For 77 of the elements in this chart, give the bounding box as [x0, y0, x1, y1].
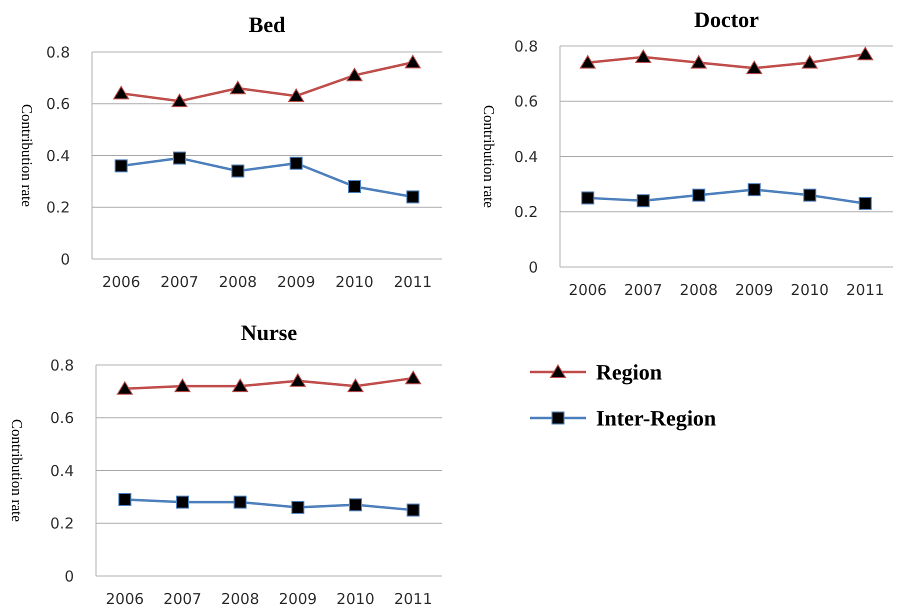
y-axis-title: Contribution rate — [18, 104, 34, 208]
point — [406, 190, 420, 204]
point — [172, 94, 188, 108]
y-tick-label: 0.2 — [50, 514, 74, 532]
y-tick-label: 0.8 — [46, 43, 70, 62]
chart-title: Bed — [248, 12, 286, 37]
legend-label: Inter-Region — [596, 406, 716, 431]
point — [230, 80, 246, 94]
x-tick-label: 2006 — [102, 273, 140, 291]
x-tick-label: 2011 — [394, 590, 432, 608]
x-tick-label: 2008 — [221, 590, 260, 608]
x-tick-label: 2006 — [106, 590, 144, 608]
x-tick-label: 2011 — [846, 281, 884, 299]
y-tick-label: 0.4 — [514, 148, 538, 166]
x-tick-label: 2007 — [160, 273, 199, 291]
legend-label: Region — [596, 360, 662, 385]
point — [290, 156, 303, 170]
point — [858, 196, 872, 210]
point — [636, 194, 650, 208]
point — [748, 183, 761, 196]
x-tick-label: 2006 — [568, 281, 607, 299]
chart-title: Doctor — [694, 7, 760, 32]
point — [857, 46, 874, 60]
y-tick-label: 0.6 — [46, 95, 70, 113]
point — [803, 188, 816, 202]
point — [690, 55, 707, 69]
x-tick-label: 2009 — [278, 590, 317, 608]
point — [635, 50, 652, 64]
x-tick-label: 2007 — [624, 281, 662, 299]
y-tick-label: 0 — [64, 567, 74, 586]
point — [348, 180, 361, 194]
point — [802, 55, 818, 69]
y-tick-label: 0.2 — [46, 198, 70, 216]
point — [746, 60, 762, 74]
point — [346, 68, 362, 82]
point — [290, 373, 306, 387]
point — [113, 86, 130, 100]
y-axis-title: Contribution rate — [480, 105, 496, 208]
y-tick-label: 0 — [60, 250, 70, 268]
point — [232, 378, 248, 392]
point — [349, 498, 362, 512]
x-tick-label: 2009 — [277, 273, 316, 291]
point — [692, 188, 706, 202]
x-tick-label: 2010 — [335, 273, 374, 291]
point — [116, 381, 133, 395]
x-tick-label: 2008 — [218, 273, 257, 291]
x-tick-label: 2011 — [394, 273, 432, 291]
y-tick-label: 0.8 — [50, 356, 74, 374]
x-tick-label: 2007 — [163, 590, 202, 608]
point — [291, 500, 304, 514]
point — [580, 55, 596, 69]
y-tick-label: 0 — [528, 258, 538, 276]
x-tick-label: 2010 — [336, 590, 375, 608]
point — [348, 378, 364, 392]
y-axis-title: Contribution rate — [8, 419, 24, 522]
point — [288, 88, 304, 102]
x-tick-label: 2010 — [790, 281, 829, 299]
point — [114, 159, 128, 172]
y-tick-label: 0.4 — [50, 462, 74, 480]
y-tick-label: 0.4 — [46, 146, 70, 165]
chart-title: Nurse — [240, 320, 298, 345]
y-tick-label: 0.6 — [514, 92, 538, 110]
point — [176, 496, 189, 509]
point — [406, 504, 420, 517]
point — [118, 493, 132, 506]
point — [231, 164, 244, 178]
x-tick-label: 2008 — [680, 281, 718, 299]
point — [174, 378, 190, 392]
point — [173, 152, 186, 165]
point — [404, 54, 421, 68]
point — [405, 370, 422, 384]
y-tick-label: 0.8 — [514, 37, 538, 56]
point — [581, 191, 594, 204]
y-tick-label: 0.2 — [514, 203, 538, 221]
point — [234, 496, 247, 509]
x-tick-label: 2009 — [735, 281, 774, 299]
y-tick-label: 0.6 — [50, 409, 74, 427]
